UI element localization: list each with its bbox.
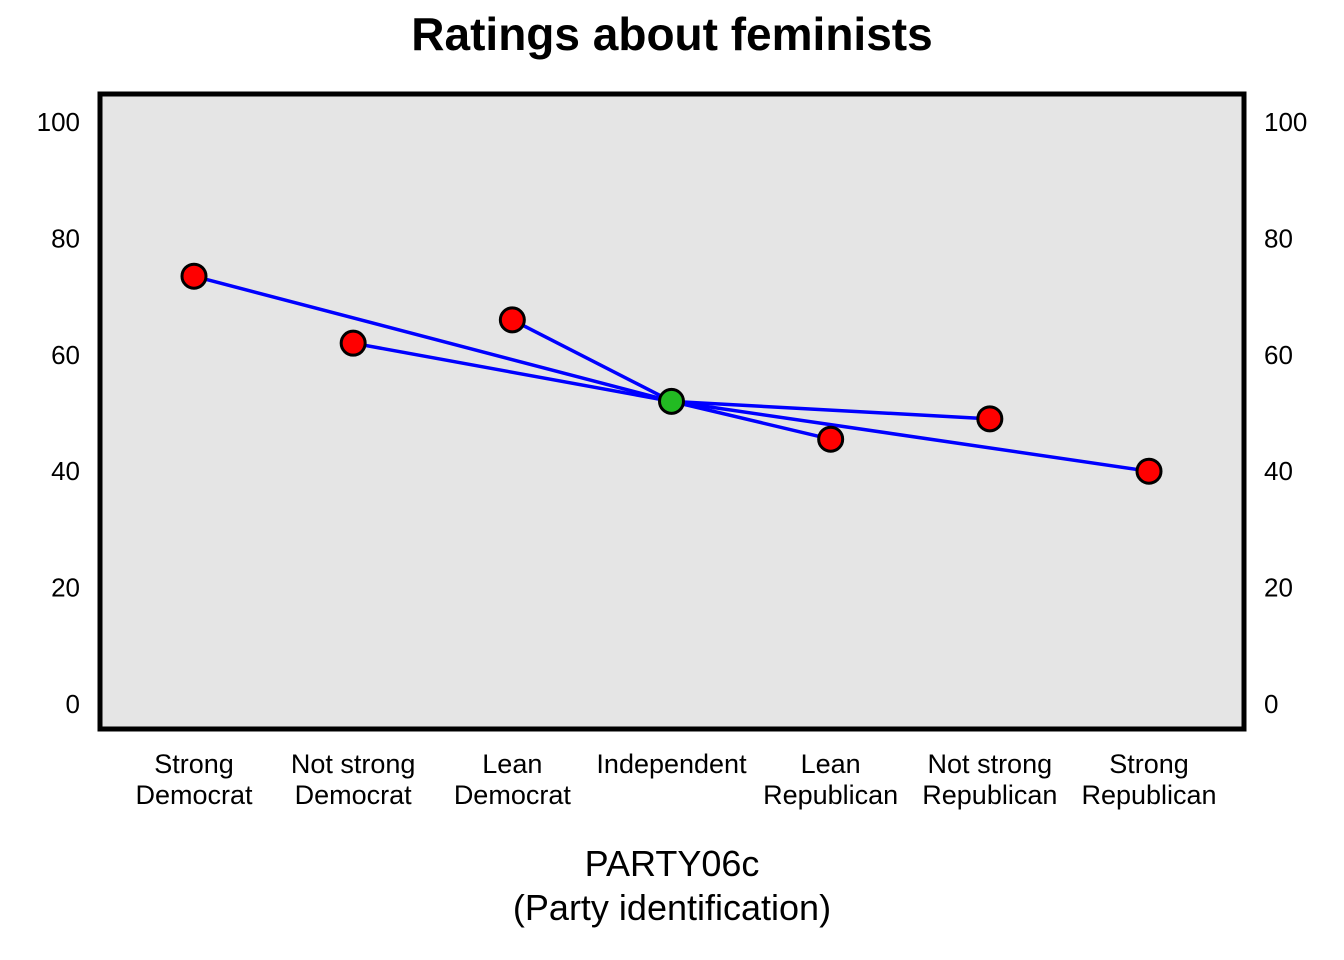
x-axis-label-line-2: (Party identification) (513, 887, 831, 928)
data-point (339, 329, 367, 357)
y-tick-label-right: 60 (1264, 340, 1293, 370)
x-category-label: Republican (922, 780, 1057, 810)
y-tick-label-right: 20 (1264, 573, 1293, 603)
chart-title: Ratings about feminists (411, 8, 932, 60)
y-tick-label-left: 20 (51, 573, 80, 603)
x-category-label: Democrat (295, 780, 413, 810)
connector-line (671, 399, 1150, 473)
y-axis-right: 0 20 40 60 80 100 (1264, 107, 1307, 719)
data-point (1135, 457, 1163, 485)
y-tick-label-left: 60 (51, 340, 80, 370)
data-point (976, 405, 1004, 433)
x-category-label: Lean (482, 749, 542, 779)
y-tick-label-left: 0 (66, 689, 80, 719)
y-tick-label-right: 0 (1264, 689, 1278, 719)
y-tick-label-left: 100 (37, 107, 80, 137)
x-category-label: Strong (154, 749, 234, 779)
connector-line (511, 318, 673, 403)
y-axis-left: 0 20 40 60 80 100 (37, 107, 80, 719)
x-category-label: Independent (596, 749, 747, 779)
center-data-point (658, 387, 685, 415)
connector-line (193, 274, 672, 404)
connector-line (352, 341, 672, 404)
y-tick-label-right: 40 (1264, 456, 1293, 486)
series-lines (193, 274, 1150, 473)
y-tick-label-right: 80 (1264, 223, 1293, 253)
y-tick-label-left: 80 (51, 223, 80, 253)
x-category-label: Republican (1081, 780, 1216, 810)
connector-line (671, 399, 990, 421)
y-tick-label-left: 40 (51, 456, 80, 486)
x-axis-label-line-1: PARTY06c (585, 843, 760, 884)
x-category-label: Strong (1109, 749, 1189, 779)
x-category-label: Not strong (291, 749, 416, 779)
data-point (180, 262, 208, 290)
x-category-label: Democrat (135, 780, 253, 810)
data-point (817, 425, 845, 453)
connector-line (671, 399, 832, 441)
x-category-label: Lean (801, 749, 861, 779)
series-points (180, 262, 1163, 485)
x-category-label: Not strong (928, 749, 1053, 779)
x-category-label: Republican (763, 780, 898, 810)
y-tick-label-right: 100 (1264, 107, 1307, 137)
x-category-label: Democrat (454, 780, 572, 810)
data-point (498, 306, 526, 334)
